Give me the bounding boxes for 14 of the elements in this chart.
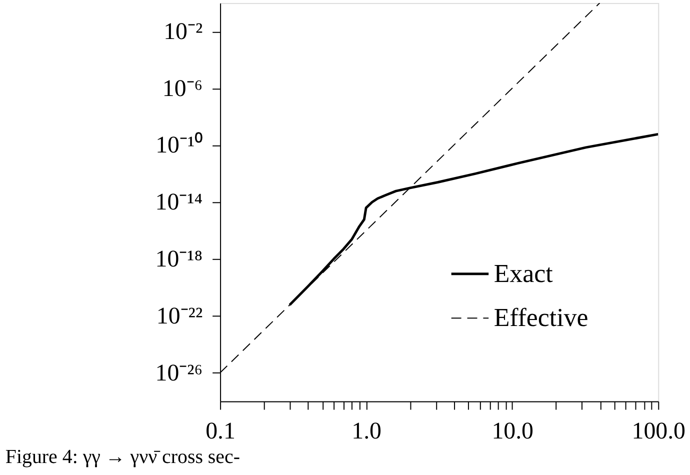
caption: Figure 4: γγ → γνν̄ cross sec- [5,446,240,468]
y-tick-label: 10⁻² [164,18,203,45]
x-tick-label: 0.1 [206,418,236,445]
y-tick-label: 10⁻²² [156,303,203,330]
y-tick-label: 10⁻¹⁴ [155,190,203,216]
y-tick-label: 10⁻¹⁸ [155,246,203,273]
y-tick-label: 10⁻²⁶ [155,360,203,386]
x-tick-label: 100.0 [632,418,686,445]
x-tick-label: 1.0 [352,418,382,445]
y-tick-label: 10⁻⁶ [162,76,203,102]
y-tick-label: 10⁻¹⁰ [156,132,203,159]
legend-label: Exact [494,258,554,288]
legend-label: Effective [494,303,588,332]
x-tick-label: 10.0 [492,418,534,445]
